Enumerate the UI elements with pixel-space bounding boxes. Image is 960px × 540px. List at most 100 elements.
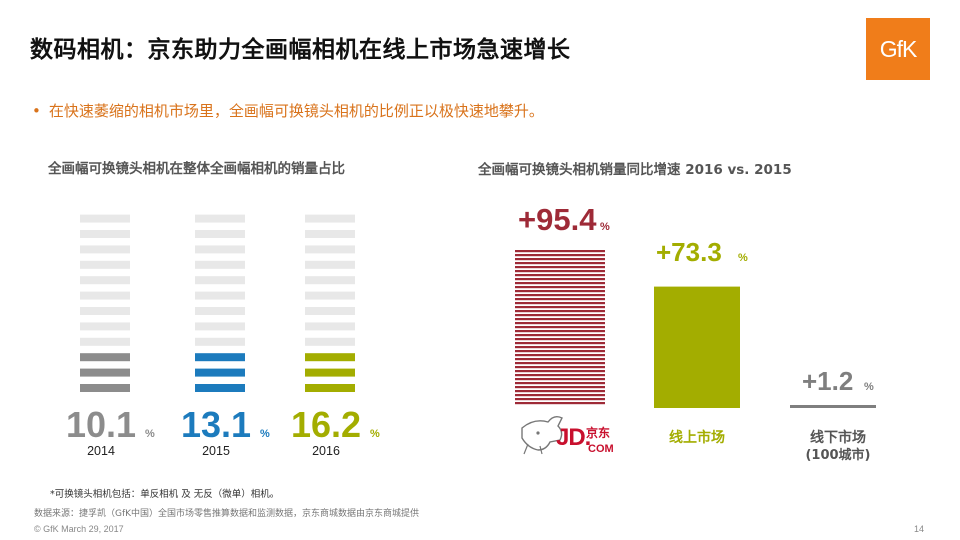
stripe-bar-2015 bbox=[195, 384, 245, 392]
jd-bar-stripe bbox=[515, 378, 605, 381]
jd-logo-icon bbox=[521, 415, 563, 455]
jd-bar-stripe bbox=[515, 302, 605, 305]
jd-bar-stripe bbox=[515, 402, 605, 405]
jd-value-label: +95.4 bbox=[518, 202, 597, 237]
stripe-bar-2014 bbox=[80, 322, 130, 331]
jd-bar-stripe bbox=[515, 262, 605, 265]
value-label: 10.1 bbox=[66, 404, 136, 445]
right-chart-title: 全画幅可换镜头相机销量同比增速 2016 vs. 2015 bbox=[478, 162, 792, 178]
value-suffix: % bbox=[260, 428, 270, 440]
value-suffix: % bbox=[370, 428, 380, 440]
offline-value-suffix: % bbox=[864, 381, 874, 393]
offline-category-label: 线下市场 bbox=[810, 429, 866, 446]
jd-bar-stripe bbox=[515, 286, 605, 289]
jd-bar-stripe bbox=[515, 354, 605, 357]
stripe-bar-2015 bbox=[195, 368, 245, 377]
jd-bar-stripe bbox=[515, 370, 605, 373]
jd-bar-stripe bbox=[515, 334, 605, 337]
bullet-point: • 在快速萎缩的相机市场里，全画幅可换镜头相机的比例正以极快速地攀升。 bbox=[32, 100, 544, 121]
stripe-bar-2014 bbox=[80, 307, 130, 315]
stripe-bar-2014 bbox=[80, 260, 130, 269]
stripe-bar-2014 bbox=[80, 337, 130, 346]
jd-bar-stripe bbox=[515, 362, 605, 365]
value-label: 13.1 bbox=[181, 404, 251, 445]
jd-bar-stripe bbox=[515, 338, 605, 341]
stripe-bar-2014 bbox=[80, 353, 130, 362]
jd-bar-stripe bbox=[515, 274, 605, 277]
year-label: 2015 bbox=[202, 444, 230, 458]
stripe-bar-2014 bbox=[80, 291, 130, 300]
stripe-bar-2016 bbox=[305, 353, 355, 362]
jd-bar-stripe bbox=[515, 366, 605, 369]
offline-category-sublabel: (100城市) bbox=[805, 447, 870, 463]
stripe-bar-2015 bbox=[195, 322, 245, 331]
jd-bar-stripe bbox=[515, 254, 605, 257]
stripe-bar-2016 bbox=[305, 230, 355, 238]
jd-bar-stripe bbox=[515, 270, 605, 273]
jd-bar-stripe bbox=[515, 318, 605, 321]
stripe-bar-2016 bbox=[305, 322, 355, 331]
jd-bar-stripe bbox=[515, 326, 605, 329]
stripe-bar-2014 bbox=[80, 276, 130, 285]
online-bar bbox=[654, 286, 740, 408]
stripe-bar-2016 bbox=[305, 307, 355, 315]
stripe-bar-2015 bbox=[195, 276, 245, 285]
offline-bar bbox=[790, 405, 876, 408]
jd-logo-text: JD. bbox=[556, 424, 591, 451]
jd-bar-stripe bbox=[515, 330, 605, 333]
source-note: 数据来源：捷孚凯（GfK中国）全国市场零售推算数据和监测数据，京东商城数据由京东… bbox=[34, 509, 420, 519]
stripe-bar-2016 bbox=[305, 276, 355, 285]
stripe-bar-2015 bbox=[195, 230, 245, 238]
jd-bar-stripe bbox=[515, 358, 605, 361]
jd-bar-stripe bbox=[515, 374, 605, 377]
stripe-bar-2016 bbox=[305, 368, 355, 377]
jd-bar-stripe bbox=[515, 346, 605, 349]
stripe-bar-2014 bbox=[80, 368, 130, 377]
jd-bar-stripe bbox=[515, 282, 605, 285]
stripe-bar-2014 bbox=[80, 230, 130, 238]
jd-bar-stripe bbox=[515, 250, 605, 253]
page-number: 14 bbox=[913, 524, 924, 534]
online-category-label: 线上市场 bbox=[669, 429, 725, 446]
jd-bar-stripe bbox=[515, 386, 605, 389]
page-title: 数码相机：京东助力全画幅相机在线上市场急速增长 bbox=[30, 37, 571, 63]
jd-bar-stripe bbox=[515, 278, 605, 281]
jd-logo-cn: 京东 bbox=[586, 425, 610, 440]
stripe-bar-2014 bbox=[80, 245, 130, 254]
copyright-footer: © GfK March 29, 2017 bbox=[34, 524, 124, 534]
jd-bar-stripe bbox=[515, 306, 605, 309]
jd-value-suffix: % bbox=[600, 221, 610, 233]
jd-bar-stripe bbox=[515, 266, 605, 269]
stripe-bar-2015 bbox=[195, 245, 245, 254]
jd-bar-stripe bbox=[515, 290, 605, 293]
stripe-bar-2014 bbox=[80, 384, 130, 392]
bullet-icon: • bbox=[32, 102, 41, 120]
stripe-bar-2014 bbox=[80, 214, 130, 223]
gfk-logo: GfK bbox=[866, 18, 930, 80]
jd-bar-stripe bbox=[515, 390, 605, 393]
jd-bar-stripe bbox=[515, 294, 605, 297]
jd-bar-stripe bbox=[515, 322, 605, 325]
stripe-bar-2016 bbox=[305, 260, 355, 269]
offline-value-label: +1.2 bbox=[802, 366, 853, 396]
jd-bar-stripe bbox=[515, 310, 605, 313]
online-value-suffix: % bbox=[738, 252, 748, 264]
stripe-bar-2016 bbox=[305, 245, 355, 254]
jd-bar-stripe bbox=[515, 382, 605, 385]
jd-bar-stripe bbox=[515, 350, 605, 353]
year-label: 2014 bbox=[87, 444, 115, 458]
stripe-bar-2015 bbox=[195, 337, 245, 346]
value-label: 16.2 bbox=[291, 404, 361, 445]
stripe-bar-2015 bbox=[195, 353, 245, 362]
footnote: *可换镜头相机包括：单反相机 及 无反（微单）相机。 bbox=[50, 489, 280, 500]
bullet-text: 在快速萎缩的相机市场里，全画幅可换镜头相机的比例正以极快速地攀升。 bbox=[48, 102, 544, 120]
stripe-bar-2016 bbox=[305, 214, 355, 223]
left-chart-title: 全画幅可换镜头相机在整体全画幅相机的销量占比 bbox=[48, 161, 345, 177]
online-value-label: +73.3 bbox=[656, 237, 722, 267]
jd-bar-stripe bbox=[515, 298, 605, 301]
jd-bar-stripe bbox=[515, 314, 605, 317]
stripe-bar-2016 bbox=[305, 291, 355, 300]
stripe-bar-2016 bbox=[305, 337, 355, 346]
jd-logo-com: COM bbox=[588, 443, 614, 455]
